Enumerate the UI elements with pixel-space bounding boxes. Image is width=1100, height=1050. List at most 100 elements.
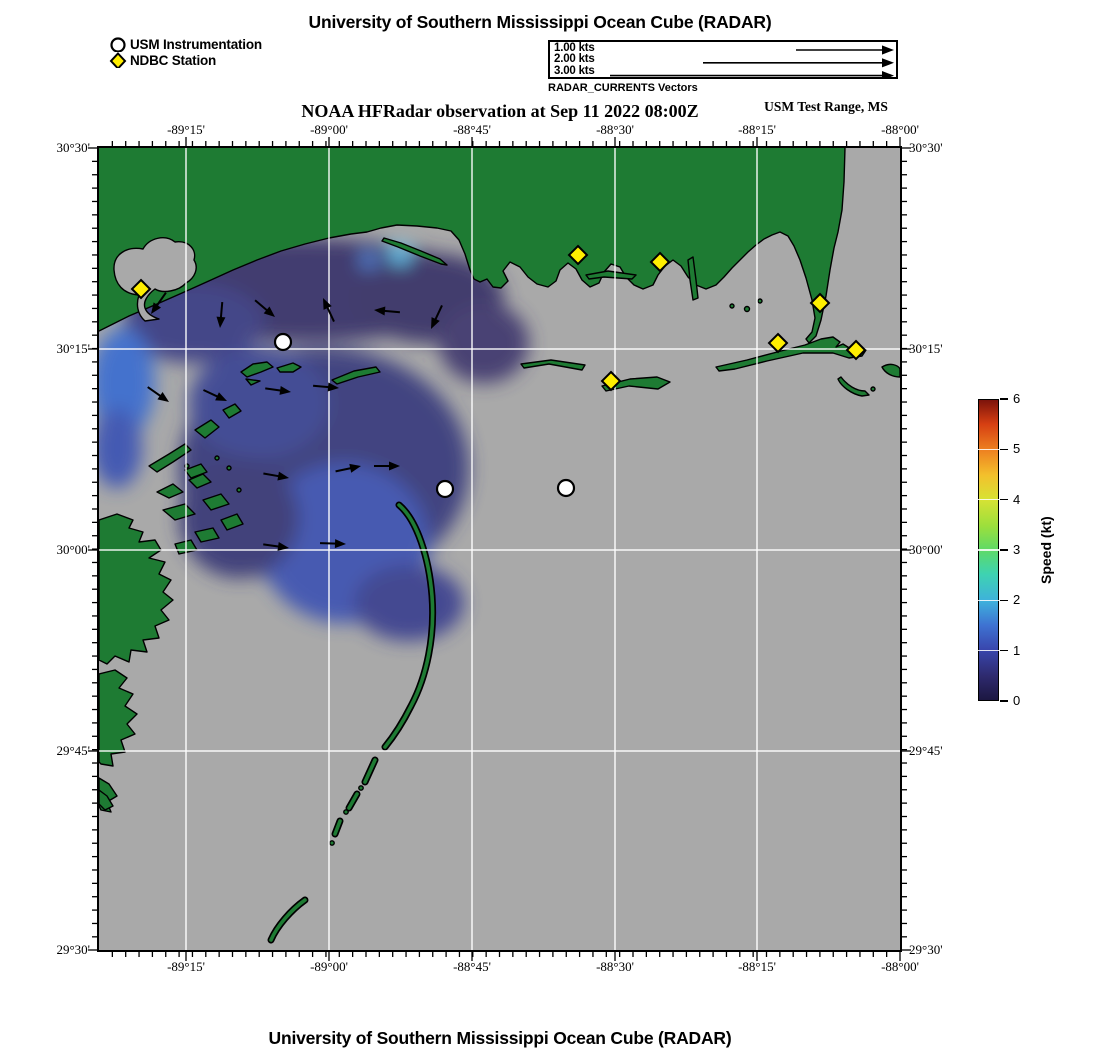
- colorbar-tick: [1000, 549, 1008, 551]
- current-vector-arrow: [203, 389, 227, 401]
- map-plot: [88, 137, 911, 961]
- x-axis-label-top: -88°30': [596, 122, 634, 137]
- current-vector-arrow: [263, 542, 289, 551]
- current-vectors: [147, 292, 443, 551]
- x-axis-label-bottom: -89°15': [167, 959, 205, 974]
- colorbar-tick-label: 3: [1013, 542, 1021, 557]
- fort-morgan-tip: [881, 363, 900, 378]
- colorbar-gridline: [978, 448, 999, 451]
- map-gridlines: [99, 148, 900, 950]
- x-axis-label-bottom: -89°00': [310, 959, 348, 974]
- x-axis-label-bottom: -88°45': [453, 959, 491, 974]
- y-axis-label-right: 30°00': [909, 542, 943, 557]
- y-axis-label-left: 30°15': [56, 341, 90, 356]
- y-axis-label-left: 29°30': [56, 942, 90, 957]
- current-vector-arrow: [254, 299, 275, 317]
- legend-item-ndbc: NDBC Station: [108, 52, 262, 68]
- x-axis-label-top: -89°00': [310, 122, 348, 137]
- vector-scale-caption: RADAR_CURRENTS Vectors: [548, 82, 698, 94]
- usm-instrumentation-marker: [273, 332, 293, 352]
- cat-island: [240, 361, 274, 378]
- current-vector-arrow: [319, 539, 346, 549]
- horn-island: [520, 359, 586, 371]
- ndbc-station-marker: [600, 370, 622, 392]
- current-vector-arrow: [323, 298, 335, 322]
- vector-scale-box: 1.00 kts 2.00 kts 3.00 kts: [548, 40, 898, 79]
- ndbc-station-marker: [845, 339, 867, 361]
- map-graphics: [88, 137, 911, 961]
- figure-title-top: University of Southern Mississippi Ocean…: [308, 12, 772, 32]
- current-vector-arrow: [374, 306, 400, 316]
- deer-island: [585, 270, 637, 280]
- y-axis-label-right: 29°45': [909, 743, 943, 758]
- usm-instrumentation-marker: [556, 478, 576, 498]
- current-vector-arrow: [216, 302, 226, 328]
- range-label: USM Test Range, MS: [764, 99, 888, 114]
- map-legend: USM Instrumentation NDBC Station: [108, 36, 262, 68]
- colorbar-tick: [1000, 498, 1008, 501]
- current-vector-arrow: [374, 461, 400, 471]
- x-axis-label-top: -89°15': [167, 122, 205, 137]
- x-axis-label-bottom: -88°15': [738, 959, 776, 974]
- current-vector-arrow: [147, 386, 169, 402]
- current-vector-arrow: [313, 382, 339, 392]
- coastal-spit: [381, 237, 448, 266]
- colorbar-gridline: [978, 498, 999, 501]
- ndbc-station-marker: [567, 244, 589, 266]
- colorbar-tick: [1000, 700, 1008, 702]
- colorbar-tick-label: 6: [1013, 391, 1021, 406]
- colorbar-gridline: [978, 649, 999, 652]
- legend-item-usm: USM Instrumentation: [108, 36, 262, 52]
- x-axis-label-top: -88°00': [881, 122, 919, 137]
- y-axis-label-left: 29°45': [56, 743, 90, 758]
- ndbc-station-marker: [649, 251, 671, 273]
- legend-label-ndbc: NDBC Station: [130, 52, 217, 68]
- dauphin-island: [715, 336, 867, 372]
- y-axis-label-right: 29°30': [909, 942, 943, 957]
- vector-scale-label-3kt: 3.00 kts: [554, 64, 595, 77]
- observation-subtitle: NOAA HFRadar observation at Sep 11 2022 …: [301, 101, 699, 121]
- x-axis-label-top: -88°45': [453, 122, 491, 137]
- colorbar-gridline: [978, 599, 999, 602]
- y-axis-label-right: 30°30': [909, 140, 943, 155]
- vector-scale-label-2kt: 2.00 kts: [554, 53, 595, 66]
- usm-circle-icon: [110, 37, 126, 52]
- colorbar-tick-label: 4: [1013, 491, 1021, 507]
- colorbar-tick-label: 1: [1013, 642, 1021, 658]
- legend-label-usm: USM Instrumentation: [130, 36, 262, 52]
- ndbc-station-marker: [130, 278, 152, 300]
- colorbar-tick-label: 0: [1013, 693, 1021, 708]
- vector-scale-arrows: [610, 45, 894, 77]
- st-louis-bay: [113, 237, 197, 322]
- y-axis-label-left: 30°30': [56, 140, 90, 155]
- colorbar-tick: [1000, 649, 1008, 652]
- vector-scale-labels: 1.00 kts 2.00 kts 3.00 kts: [554, 42, 595, 77]
- current-vector-arrow: [151, 292, 167, 314]
- ndbc-station-marker: [809, 292, 831, 314]
- current-vector-arrow: [335, 463, 361, 473]
- figure-title-bottom: University of Southern Mississippi Ocean…: [268, 1028, 732, 1048]
- current-vector-arrow: [431, 305, 443, 329]
- current-vector-arrow: [265, 386, 291, 395]
- colorbar-tick: [1000, 448, 1008, 451]
- y-axis-label-left: 30°00': [56, 542, 90, 557]
- colorbar-gridline: [978, 549, 999, 551]
- x-axis-label-top: -88°15': [738, 122, 776, 137]
- ndbc-station-marker: [767, 332, 789, 354]
- vector-scale-label-1kt: 1.00 kts: [554, 42, 595, 54]
- y-axis-label-right: 30°15': [909, 341, 943, 356]
- x-axis-label-bottom: -88°00': [881, 959, 919, 974]
- ship-island: [276, 362, 302, 373]
- colorbar-tick: [1000, 599, 1008, 602]
- station-markers: [130, 244, 867, 499]
- current-vector-arrow: [263, 471, 289, 481]
- usm-instrumentation-marker: [435, 479, 455, 499]
- ndbc-diamond-icon: [109, 52, 127, 68]
- x-axis-label-bottom: -88°30': [596, 959, 634, 974]
- colorbar-tick-label: 5: [1013, 441, 1021, 457]
- frame-ticks: [88, 137, 911, 961]
- chandeleur-islands: [267, 501, 437, 944]
- colorbar-tick: [1000, 398, 1008, 400]
- colorbar-tick-label: 2: [1013, 592, 1021, 608]
